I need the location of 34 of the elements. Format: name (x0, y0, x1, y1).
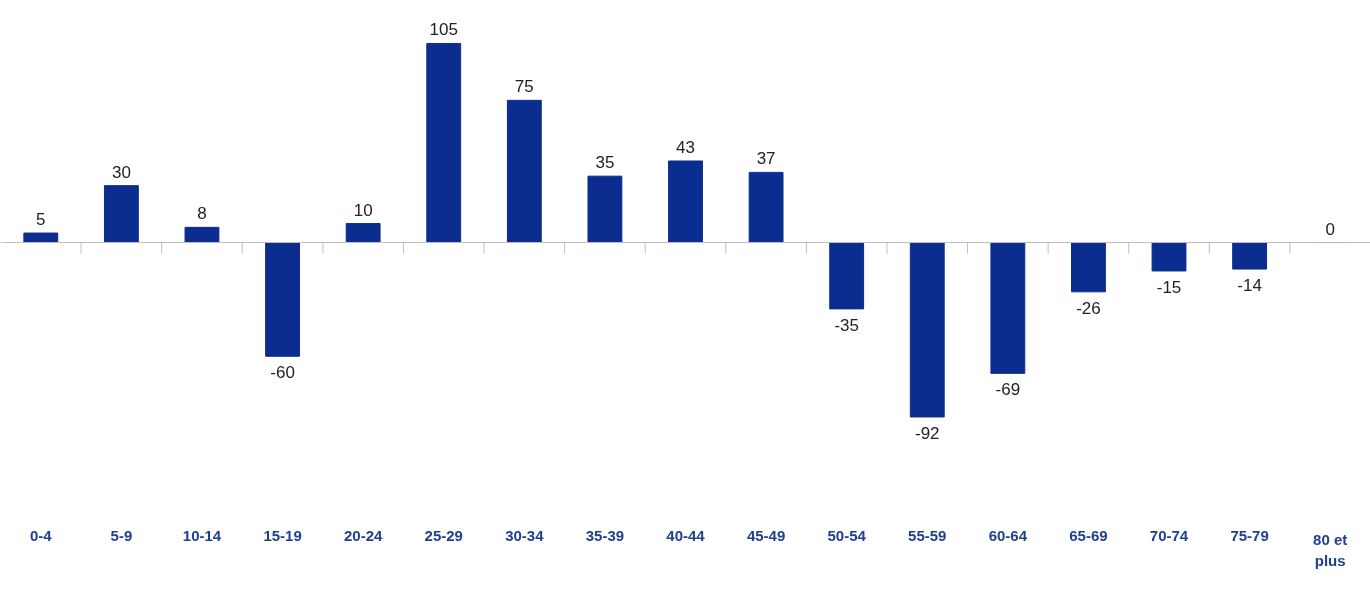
data-label: 10 (353, 200, 373, 220)
data-label: 0 (1325, 219, 1335, 239)
x-tick-label: 45-49 (746, 526, 786, 544)
data-label: -69 (995, 380, 1021, 400)
x-tick-label: 60-64 (988, 526, 1028, 544)
x-tick-label: 0-4 (29, 526, 53, 544)
data-label: -60 (270, 363, 295, 383)
data-label: -35 (834, 315, 859, 335)
data-label: 75 (514, 77, 534, 97)
data-label: 37 (756, 149, 776, 169)
data-label: 35 (595, 153, 615, 173)
data-label: 5 (36, 210, 46, 230)
x-tick-label: 40-44 (666, 526, 706, 544)
x-tick-label: 25-29 (424, 526, 463, 544)
x-tick-label: 50-54 (827, 526, 867, 544)
data-label: 43 (676, 138, 695, 157)
data-label: -15 (1156, 277, 1182, 297)
data-label: -14 (1237, 276, 1262, 296)
x-tick-label: 15-19 (263, 526, 302, 544)
x-tick-label: 35-39 (585, 526, 625, 544)
data-label: 8 (197, 204, 207, 224)
x-tick-label: 5-9 (110, 526, 133, 544)
x-tick-label: 55-59 (908, 526, 947, 544)
data-label: 30 (111, 162, 131, 182)
x-tick-label: 75-79 (1230, 526, 1269, 544)
data-label: -92 (914, 423, 940, 443)
x-tick-label: 65-69 (1069, 526, 1108, 544)
data-label: 105 (429, 20, 458, 40)
x-tick-label: 70-74 (1149, 526, 1189, 544)
x-tick-label: 10-14 (182, 526, 222, 544)
x-tick-label: 30-34 (505, 526, 545, 544)
x-tick-label: 80 et plus (1313, 530, 1348, 570)
x-tick-label: 20-24 (343, 526, 383, 544)
data-label: -26 (1076, 298, 1101, 318)
